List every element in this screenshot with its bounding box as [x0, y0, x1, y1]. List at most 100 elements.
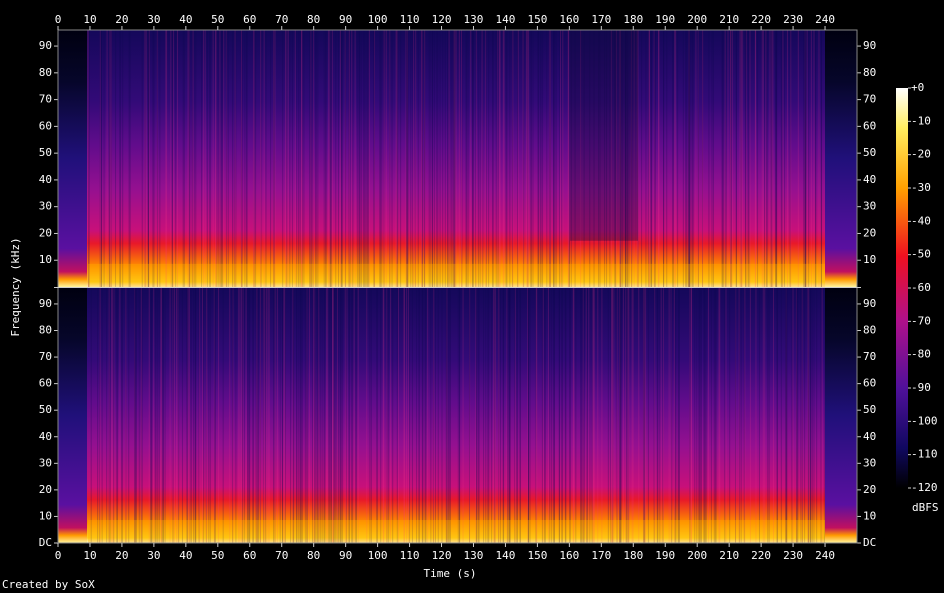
x-tick-label-top: 130 — [464, 13, 484, 26]
x-tick-label-top: 60 — [243, 13, 256, 26]
x-tick-label-bottom: 200 — [687, 549, 707, 562]
x-tick-label-top: 220 — [751, 13, 771, 26]
y-tick-label: 40 — [39, 173, 52, 186]
y-tick-label-right: 90 — [863, 297, 876, 310]
y-tick-label-right: 50 — [863, 146, 876, 159]
x-tick-label-top: 90 — [339, 13, 352, 26]
x-tick-label-bottom: 50 — [211, 549, 224, 562]
x-tick-label-bottom: 180 — [623, 549, 643, 562]
x-tick-label-top: 190 — [655, 13, 675, 26]
colorbar-tick-label: -70 — [911, 314, 931, 327]
y-tick-label: 30 — [39, 200, 52, 213]
x-tick-label-top: 10 — [83, 13, 96, 26]
y-tick-label: 60 — [39, 377, 52, 390]
x-tick-label-top: 50 — [211, 13, 224, 26]
y-tick-label-right: 80 — [863, 324, 876, 337]
y-tick-label: 50 — [39, 146, 52, 159]
x-tick-label-bottom: 30 — [147, 549, 160, 562]
lowband — [88, 263, 825, 287]
y-tick-label: 90 — [39, 297, 52, 310]
x-tick-label-bottom: 170 — [591, 549, 611, 562]
y-tick-label: 80 — [39, 66, 52, 79]
y-tick-label: 20 — [39, 226, 52, 239]
y-tick-label-right: 10 — [863, 253, 876, 266]
x-tick-label-top: 150 — [527, 13, 547, 26]
y-tick-label: DC — [39, 536, 52, 549]
colorbar-tick-label: -50 — [911, 248, 931, 261]
x-tick-label-top: 200 — [687, 13, 707, 26]
y-tick-label: 70 — [39, 93, 52, 106]
x-tick-label-bottom: 130 — [464, 549, 484, 562]
x-tick-label-top: 240 — [815, 13, 835, 26]
y-tick-label: 90 — [39, 39, 52, 52]
x-tick-label-bottom: 0 — [55, 549, 62, 562]
y-tick-label: 30 — [39, 456, 52, 469]
x-tick-label-bottom: 230 — [783, 549, 803, 562]
y-tick-label-right: 60 — [863, 119, 876, 132]
colorbar-tick-label: -40 — [911, 214, 931, 227]
x-tick-label-top: 230 — [783, 13, 803, 26]
x-tick-label-bottom: 210 — [719, 549, 739, 562]
y-tick-label-right: 60 — [863, 377, 876, 390]
y-tick-label: 40 — [39, 430, 52, 443]
y-tick-label-right: 70 — [863, 350, 876, 363]
colorbar-tick-label: -120 — [911, 481, 938, 494]
x-tick-label-top: 210 — [719, 13, 739, 26]
spectrogram-panel — [58, 288, 857, 543]
colorbar-tick-label: +0 — [911, 81, 924, 94]
x-tick-label-top: 160 — [559, 13, 579, 26]
x-tick-label-bottom: 100 — [368, 549, 388, 562]
y-tick-label: 10 — [39, 509, 52, 522]
x-tick-label-bottom: 80 — [307, 549, 320, 562]
y-tick-label-right: 20 — [863, 483, 876, 496]
colorbar-tick-label: -100 — [911, 414, 938, 427]
x-tick-label-bottom: 160 — [559, 549, 579, 562]
x-tick-label-top: 140 — [496, 13, 516, 26]
x-tick-label-top: 20 — [115, 13, 128, 26]
x-tick-label-bottom: 220 — [751, 549, 771, 562]
colorbar-tick-label: -30 — [911, 181, 931, 194]
quiet-start — [58, 30, 87, 287]
y-tick-label-right: 20 — [863, 226, 876, 239]
y-tick-label: 20 — [39, 483, 52, 496]
y-tick-label-right: 30 — [863, 200, 876, 213]
y-tick-label-right: 40 — [863, 173, 876, 186]
colorbar-tick-label: -110 — [911, 448, 938, 461]
y-tick-label-right: 30 — [863, 456, 876, 469]
y-tick-label: 50 — [39, 403, 52, 416]
x-tick-label-top: 110 — [400, 13, 420, 26]
x-tick-label-bottom: 190 — [655, 549, 675, 562]
x-tick-label-top: 100 — [368, 13, 388, 26]
y-tick-label-right: 40 — [863, 430, 876, 443]
x-tick-label-bottom: 70 — [275, 549, 288, 562]
y-tick-label: 10 — [39, 253, 52, 266]
x-tick-label-top: 180 — [623, 13, 643, 26]
x-tick-label-top: 120 — [432, 13, 452, 26]
y-tick-label-right: 90 — [863, 39, 876, 52]
x-tick-label-bottom: 120 — [432, 549, 452, 562]
colorbar-tick-label: -10 — [911, 114, 931, 127]
x-tick-label-bottom: 140 — [496, 549, 516, 562]
y-tick-label-right: 70 — [863, 93, 876, 106]
y-tick-label-right: 80 — [863, 66, 876, 79]
y-tick-label: 60 — [39, 119, 52, 132]
x-tick-label-bottom: 90 — [339, 549, 352, 562]
x-axis-label: Time (s) — [424, 567, 477, 580]
colorbar-tick-label: -60 — [911, 281, 931, 294]
x-tick-label-top: 0 — [55, 13, 62, 26]
colorbar — [896, 88, 908, 488]
x-tick-label-bottom: 150 — [527, 549, 547, 562]
x-tick-label-top: 30 — [147, 13, 160, 26]
colorbar-tick-label: -20 — [911, 148, 931, 161]
x-tick-label-bottom: 240 — [815, 549, 835, 562]
colorbar-tick-label: -80 — [911, 348, 931, 361]
quiet-end — [825, 30, 857, 287]
dim-region — [570, 30, 638, 241]
quiet-start — [58, 288, 87, 543]
y-tick-label-right: DC — [863, 536, 876, 549]
colorbar-label: dBFS — [912, 501, 939, 514]
x-tick-label-bottom: 110 — [400, 549, 420, 562]
x-tick-label-bottom: 10 — [83, 549, 96, 562]
colorbar-tick-label: -90 — [911, 381, 931, 394]
